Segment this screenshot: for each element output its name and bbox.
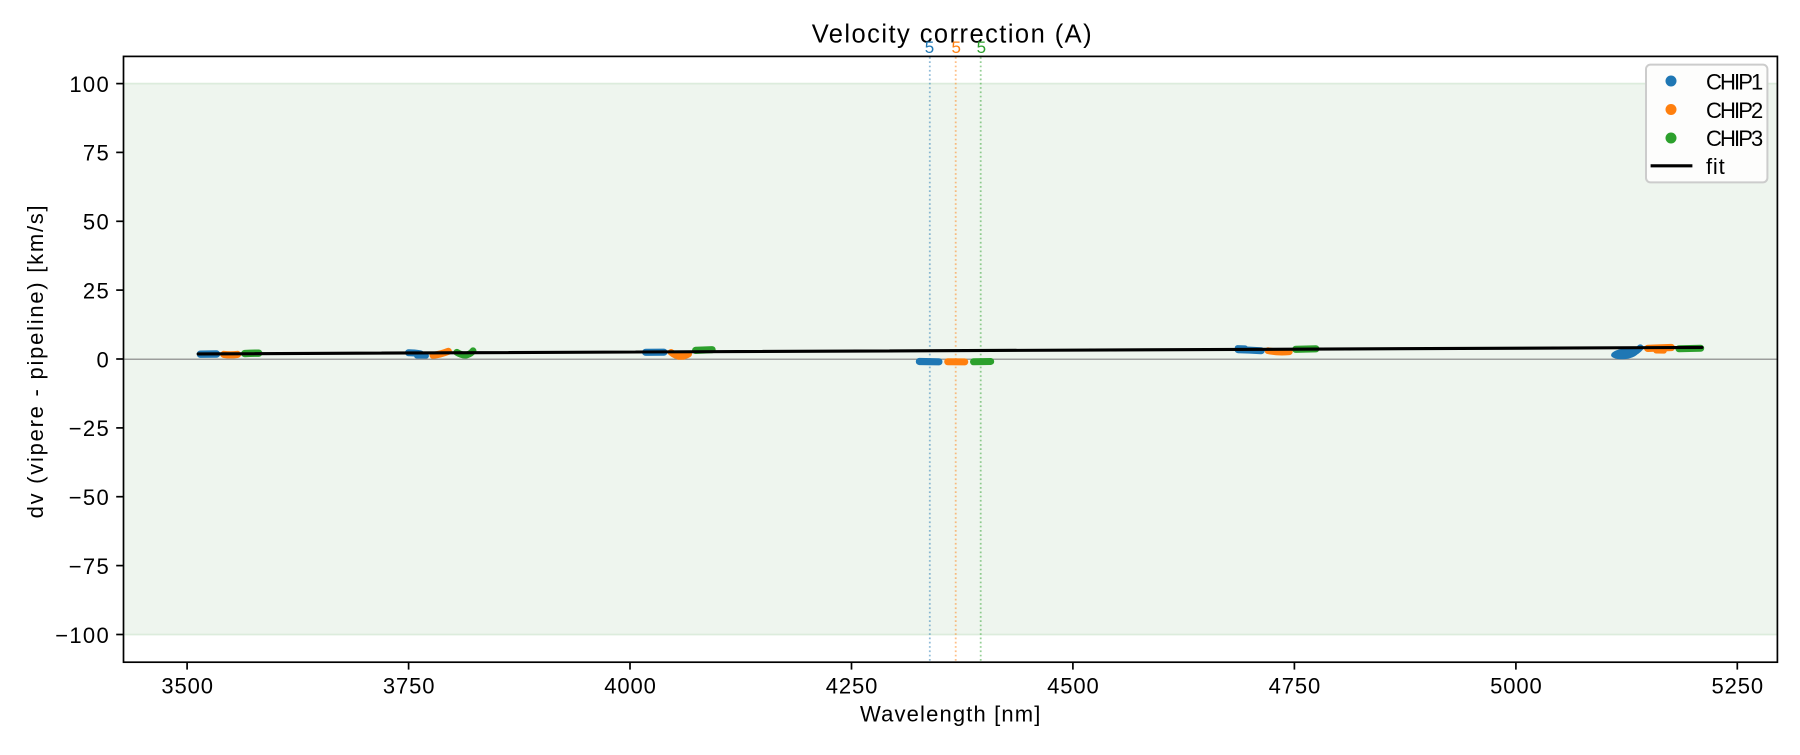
svg-text:4000: 4000	[604, 674, 657, 699]
svg-text:3750: 3750	[383, 674, 436, 699]
svg-text:0: 0	[96, 347, 110, 372]
svg-text:25: 25	[83, 278, 110, 303]
svg-text:CHIP2: CHIP2	[1706, 98, 1763, 123]
svg-text:3500: 3500	[161, 674, 214, 699]
svg-text:−50: −50	[69, 485, 110, 510]
svg-text:5250: 5250	[1712, 674, 1765, 699]
svg-text:75: 75	[83, 141, 110, 166]
svg-text:−75: −75	[69, 554, 110, 579]
svg-text:−25: −25	[69, 416, 110, 441]
svg-text:50: 50	[83, 210, 110, 235]
svg-text:dv (vipere - pipeline) [km/s]: dv (vipere - pipeline) [km/s]	[23, 204, 48, 519]
svg-text:−100: −100	[55, 623, 110, 648]
svg-text:5: 5	[977, 38, 986, 57]
svg-text:5: 5	[951, 38, 960, 57]
svg-text:CHIP3: CHIP3	[1706, 126, 1763, 151]
svg-text:100: 100	[69, 72, 110, 97]
svg-text:Velocity correction (A): Velocity correction (A)	[812, 21, 1093, 49]
svg-text:4500: 4500	[1047, 674, 1100, 699]
svg-text:CHIP1: CHIP1	[1706, 69, 1763, 94]
svg-text:5000: 5000	[1490, 674, 1543, 699]
svg-text:4750: 4750	[1269, 674, 1322, 699]
svg-text:Wavelength [nm]: Wavelength [nm]	[860, 702, 1042, 727]
svg-text:fit: fit	[1706, 154, 1726, 179]
svg-text:4250: 4250	[826, 674, 879, 699]
svg-text:5: 5	[925, 38, 934, 57]
